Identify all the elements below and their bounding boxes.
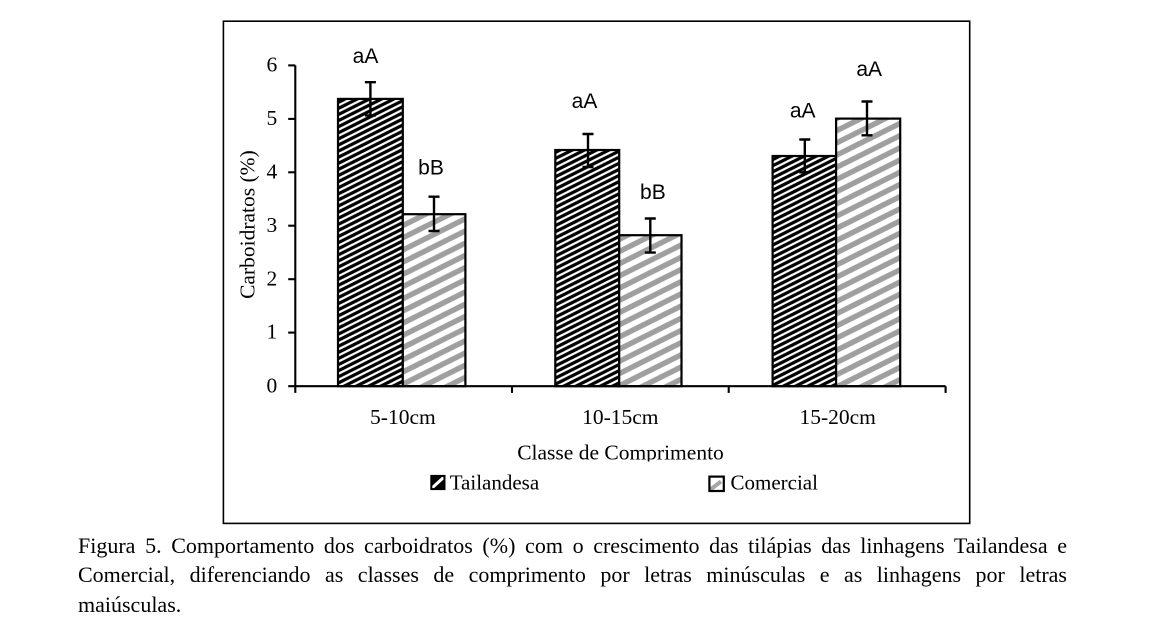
svg-text:1: 1 — [267, 320, 278, 344]
svg-text:15-20cm: 15-20cm — [799, 405, 876, 429]
svg-text:6: 6 — [267, 53, 278, 77]
svg-text:10-15cm: 10-15cm — [582, 405, 659, 429]
svg-text:Tailandesa: Tailandesa — [450, 470, 540, 494]
svg-text:5-10cm: 5-10cm — [370, 405, 436, 429]
svg-text:bB: bB — [418, 157, 444, 180]
svg-text:5: 5 — [267, 106, 278, 130]
svg-text:Classe de Comprimento: Classe de Comprimento — [517, 441, 724, 465]
svg-text:aA: aA — [856, 58, 882, 81]
svg-text:aA: aA — [353, 45, 379, 68]
svg-text:0: 0 — [267, 373, 278, 397]
svg-text:2: 2 — [267, 266, 278, 290]
svg-text:3: 3 — [267, 213, 278, 237]
svg-text:Comercial: Comercial — [731, 470, 819, 494]
svg-text:bB: bB — [640, 181, 666, 204]
svg-text:Carboidratos (%): Carboidratos (%) — [236, 150, 260, 299]
svg-text:4: 4 — [267, 159, 278, 183]
svg-text:aA: aA — [790, 100, 816, 123]
svg-text:aA: aA — [572, 90, 598, 113]
